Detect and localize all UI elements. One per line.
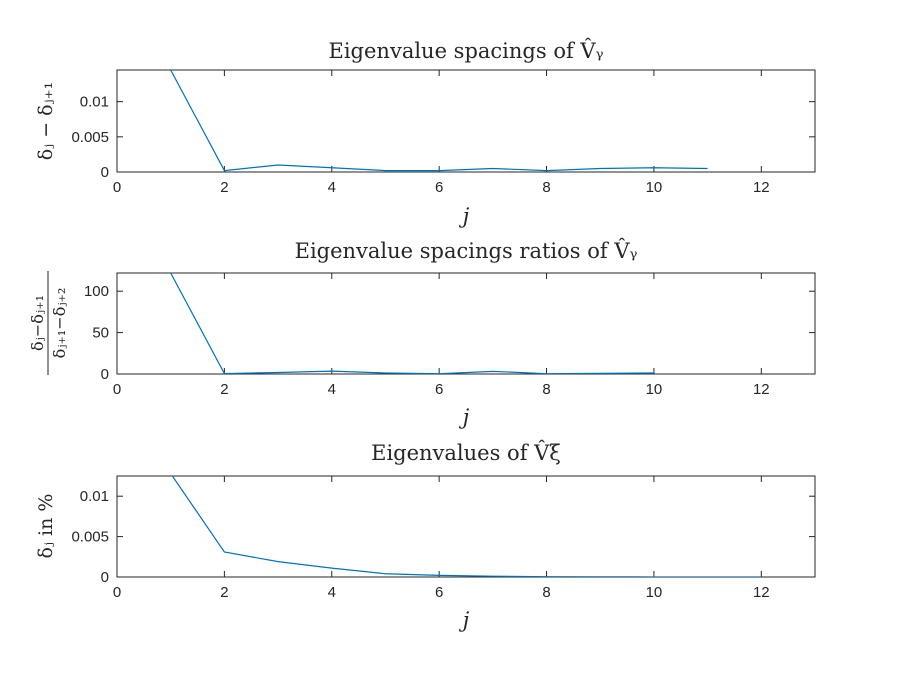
- x-axis-label: j: [459, 608, 470, 632]
- chart-panel-eigenvalues: Eigenvalues of V̂ξ j δⱼ in % 0 2 4 6 8 10 12 0 0…: [35, 441, 816, 632]
- chart-title: Eigenvalue spacings ratios of V̂ᵧ: [295, 239, 638, 263]
- x-tick-label: 0: [113, 179, 121, 196]
- y-axis-label: δⱼ in %: [35, 494, 57, 559]
- x-tick-label: 0: [113, 381, 121, 398]
- chart-panel-eigenvalue-spacing-ratios: Eigenvalue spacings ratios of V̂ᵧ j δⱼ−δ…: [28, 239, 816, 429]
- y-axis-label-fraction: δⱼ−δⱼ₊₁ δⱼ₊₁−δⱼ₊₂: [28, 271, 69, 375]
- x-tick-label: 2: [220, 584, 228, 601]
- x-axis-label: j: [459, 204, 470, 228]
- y-axis-label: δⱼ − δⱼ₊₁: [35, 82, 57, 161]
- y-tick-label: 0: [101, 164, 109, 181]
- x-tick-label: 12: [753, 179, 770, 196]
- x-tick-label: 12: [753, 381, 770, 398]
- y-tick-label: 50: [92, 325, 109, 342]
- x-tick-label: 12: [753, 584, 770, 601]
- y-axis-label-numerator: δⱼ−δⱼ₊₁: [28, 295, 47, 351]
- series-line: [171, 476, 762, 577]
- y-tick-label: 0.005: [71, 129, 109, 146]
- chart-panel-eigenvalue-spacings: Eigenvalue spacings of V̂ᵧ j δⱼ − δⱼ₊₁ 0…: [35, 39, 816, 228]
- x-tick-label: 6: [435, 381, 443, 398]
- x-tick-label: 2: [220, 381, 228, 398]
- x-tick-label: 0: [113, 584, 121, 601]
- plot-area-frame: [116, 475, 816, 578]
- y-tick-label: 0.005: [71, 529, 109, 546]
- y-tick-label: 0.01: [80, 94, 109, 111]
- series-line: [170, 70, 708, 172]
- plot-area-frame: [116, 69, 816, 173]
- x-tick-label: 4: [328, 584, 336, 601]
- y-tick-label: 100: [84, 283, 109, 300]
- x-tick-label: 6: [435, 179, 443, 196]
- x-tick-label: 10: [646, 584, 663, 601]
- x-tick-label: 10: [646, 381, 663, 398]
- x-tick-label: 6: [435, 584, 443, 601]
- x-axis-label: j: [459, 405, 470, 429]
- chart-title: Eigenvalues of V̂ξ: [371, 441, 561, 465]
- y-tick-label: 0.01: [80, 488, 109, 505]
- series-line: [170, 273, 654, 374]
- x-tick-label: 8: [542, 179, 550, 196]
- plot-area-frame: [116, 272, 816, 375]
- x-tick-label: 10: [646, 179, 663, 196]
- x-tick-label: 8: [542, 584, 550, 601]
- chart-title: Eigenvalue spacings of V̂ᵧ: [329, 39, 604, 63]
- x-tick-label: 8: [542, 381, 550, 398]
- y-axis-label-denominator: δⱼ₊₁−δⱼ₊₂: [50, 288, 69, 359]
- x-tick-label: 4: [328, 179, 336, 196]
- y-tick-label: 0: [101, 366, 109, 383]
- x-tick-label: 2: [220, 179, 228, 196]
- y-tick-label: 0: [101, 569, 109, 586]
- x-tick-label: 4: [328, 381, 336, 398]
